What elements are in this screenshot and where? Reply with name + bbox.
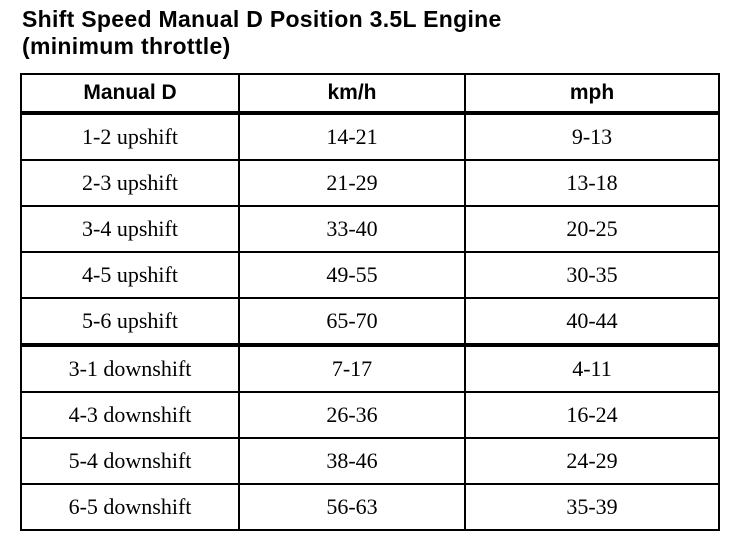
mph-cell: 24-29	[464, 437, 720, 486]
kmh-cell: 49-55	[238, 251, 466, 300]
header-mph: mph	[464, 73, 720, 116]
shift-speed-table: Manual D km/h mph 1-2 upshift 14-21 9-13…	[20, 73, 720, 532]
shift-label-cell: 4-5 upshift	[20, 251, 240, 300]
kmh-cell: 7-17	[238, 344, 466, 394]
kmh-cell: 38-46	[238, 437, 466, 486]
mph-cell: 16-24	[464, 391, 720, 440]
kmh-cell: 56-63	[238, 483, 466, 532]
kmh-cell: 21-29	[238, 159, 466, 208]
shift-label-cell: 3-4 upshift	[20, 205, 240, 254]
table-row: 3-4 upshift 33-40 20-25	[20, 205, 720, 254]
table-row: 6-5 downshift 56-63 35-39	[20, 483, 720, 532]
shift-label-cell: 2-3 upshift	[20, 159, 240, 208]
page-title: Shift Speed Manual D Position 3.5L Engin…	[22, 6, 720, 60]
table-row: 3-1 downshift 7-17 4-11	[20, 344, 720, 394]
table-row: 1-2 upshift 14-21 9-13	[20, 112, 720, 162]
table-header-row: Manual D km/h mph	[20, 73, 720, 116]
kmh-cell: 33-40	[238, 205, 466, 254]
shift-label-cell: 5-6 upshift	[20, 297, 240, 348]
mph-cell: 35-39	[464, 483, 720, 532]
table-row: 2-3 upshift 21-29 13-18	[20, 159, 720, 208]
shift-label-cell: 4-3 downshift	[20, 391, 240, 440]
shift-label-cell: 6-5 downshift	[20, 483, 240, 532]
header-kmh: km/h	[238, 73, 466, 116]
manual-page: Shift Speed Manual D Position 3.5L Engin…	[20, 6, 720, 532]
mph-cell: 13-18	[464, 159, 720, 208]
table-row: 4-5 upshift 49-55 30-35	[20, 251, 720, 300]
page-title-line-2: (minimum throttle)	[22, 33, 231, 60]
table-row: 4-3 downshift 26-36 16-24	[20, 391, 720, 440]
mph-cell: 4-11	[464, 344, 720, 394]
mph-cell: 30-35	[464, 251, 720, 300]
kmh-cell: 65-70	[238, 297, 466, 348]
mph-cell: 9-13	[464, 112, 720, 162]
kmh-cell: 14-21	[238, 112, 466, 162]
table-row: 5-6 upshift 65-70 40-44	[20, 297, 720, 348]
header-manual-d: Manual D	[20, 73, 240, 116]
mph-cell: 20-25	[464, 205, 720, 254]
kmh-cell: 26-36	[238, 391, 466, 440]
shift-label-cell: 3-1 downshift	[20, 344, 240, 394]
mph-cell: 40-44	[464, 297, 720, 348]
table-row: 5-4 downshift 38-46 24-29	[20, 437, 720, 486]
page-title-line-1: Shift Speed Manual D Position 3.5L Engin…	[22, 6, 502, 32]
shift-label-cell: 5-4 downshift	[20, 437, 240, 486]
shift-label-cell: 1-2 upshift	[20, 112, 240, 162]
